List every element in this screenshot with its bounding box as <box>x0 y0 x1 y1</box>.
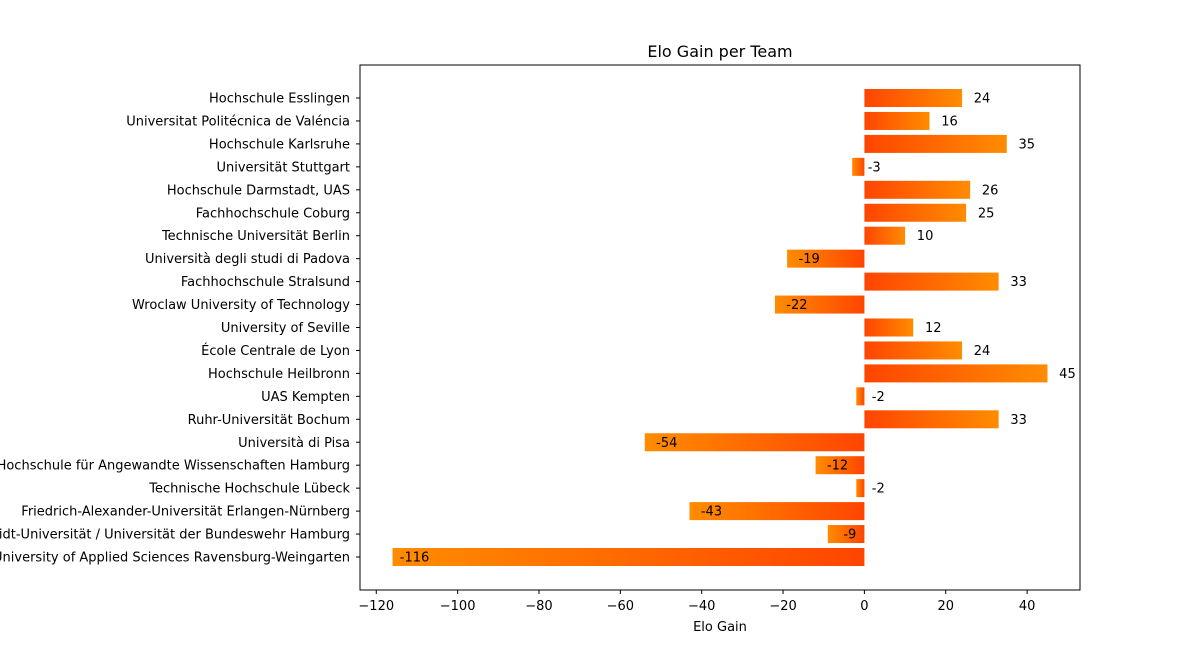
x-tick-label: −40 <box>688 599 715 614</box>
bar-value-label: -9 <box>843 528 856 543</box>
bar-value-label: -43 <box>701 505 722 520</box>
y-tick-label: École Centrale de Lyon <box>201 343 350 359</box>
x-tick-label: −100 <box>440 599 476 614</box>
bar <box>864 89 963 107</box>
bar-value-label: 33 <box>1010 275 1027 290</box>
y-tick-label: Universitat Politécnica de Valéncia <box>126 114 350 129</box>
bar-value-label: 35 <box>1019 137 1036 152</box>
y-tick-label: Hochschule für Angewandte Wissenschaften… <box>0 459 350 474</box>
y-tick-label: Technische Hochschule Lübeck <box>148 482 350 497</box>
y-tick-label: UAS Kempten <box>261 390 350 405</box>
y-tick-label: Friedrich-Alexander-Universität Erlangen… <box>21 505 350 520</box>
y-tick-label: Universität Stuttgart <box>216 160 350 175</box>
bar <box>864 203 967 222</box>
x-axis: −120 −100 −80 −60 −40 −20 0 20 40 <box>358 590 1035 614</box>
y-tick-label: Hochschule Darmstadt, UAS <box>167 183 350 198</box>
bar <box>864 410 999 429</box>
x-tick-label: −80 <box>525 599 552 614</box>
bar-value-label: 12 <box>925 321 942 336</box>
bar-value-label: -54 <box>656 436 677 451</box>
bar-value-label: 45 <box>1059 367 1076 382</box>
bar <box>787 249 865 268</box>
bar-value-label: 26 <box>982 183 999 198</box>
chart-title: Elo Gain per Team <box>647 42 792 61</box>
y-tick-label: Fachhochschule Stralsund <box>181 275 350 290</box>
bar <box>815 456 865 475</box>
y-tick-label: Hochschule Karlsruhe <box>209 137 350 152</box>
x-axis-label: Elo Gain <box>693 620 747 635</box>
bar-value-label: 33 <box>1010 413 1027 428</box>
y-tick-label: Wroclaw University of Technology <box>132 298 350 313</box>
bar-value-label: -19 <box>799 252 820 267</box>
x-tick-label: 0 <box>860 599 868 614</box>
y-tick-label: Hochschule Esslingen <box>209 92 350 107</box>
bar-value-label: -2 <box>872 390 885 405</box>
bar-value-label: -2 <box>872 482 885 497</box>
bar-value-label: 16 <box>941 114 958 129</box>
bar-value-label: -3 <box>868 160 881 175</box>
bar-value-label: -116 <box>400 551 430 566</box>
y-tick-label: Hochschule Heilbronn <box>208 367 350 382</box>
y-tick-label: Technische Universität Berlin <box>161 229 350 244</box>
bar <box>856 387 865 406</box>
y-tick-label: Università degli studi di Padova <box>145 252 350 267</box>
bar <box>774 295 865 314</box>
y-tick-label: University of Seville <box>221 321 350 336</box>
bar <box>827 525 865 544</box>
y-tick-label: Helmut-Schmidt-Universität / Universität… <box>0 528 350 543</box>
bar <box>852 157 865 176</box>
bar <box>864 226 906 245</box>
bar-value-label: 10 <box>917 229 934 244</box>
bar <box>864 180 971 199</box>
bar-value-label: -12 <box>827 459 848 474</box>
bar <box>392 548 865 566</box>
x-tick-label: −60 <box>607 599 634 614</box>
x-tick-label: −120 <box>358 599 394 614</box>
bar <box>689 502 865 521</box>
bars-layer <box>392 89 1048 566</box>
bar <box>864 341 963 360</box>
y-tick-label: Ruhr-Universität Bochum <box>188 413 350 428</box>
y-tick-label: University of Applied Sciences Ravensbur… <box>0 551 350 566</box>
x-tick-label: 40 <box>1019 599 1036 614</box>
y-tick-label: Fachhochschule Coburg <box>196 206 350 221</box>
bar-value-label: 24 <box>974 344 991 359</box>
y-tick-label: Università di Pisa <box>238 436 350 451</box>
x-tick-label: −20 <box>769 599 796 614</box>
bar <box>856 479 865 498</box>
bar-value-label: 25 <box>978 206 995 221</box>
bar <box>864 111 930 130</box>
bar <box>644 433 865 452</box>
bar <box>864 318 914 337</box>
bar <box>864 364 1048 383</box>
bar <box>864 272 999 291</box>
bar <box>864 134 1007 153</box>
bar-value-label: 24 <box>974 92 991 107</box>
y-axis: Hochschule Esslingen Universitat Politécn… <box>0 92 360 566</box>
x-tick-label: 20 <box>937 599 954 614</box>
bar-value-label: -22 <box>786 298 807 313</box>
value-labels: 24 16 35 -3 26 25 10 -19 33 -22 12 24 45 -2 33 -54 -12 -2… <box>400 92 1076 566</box>
